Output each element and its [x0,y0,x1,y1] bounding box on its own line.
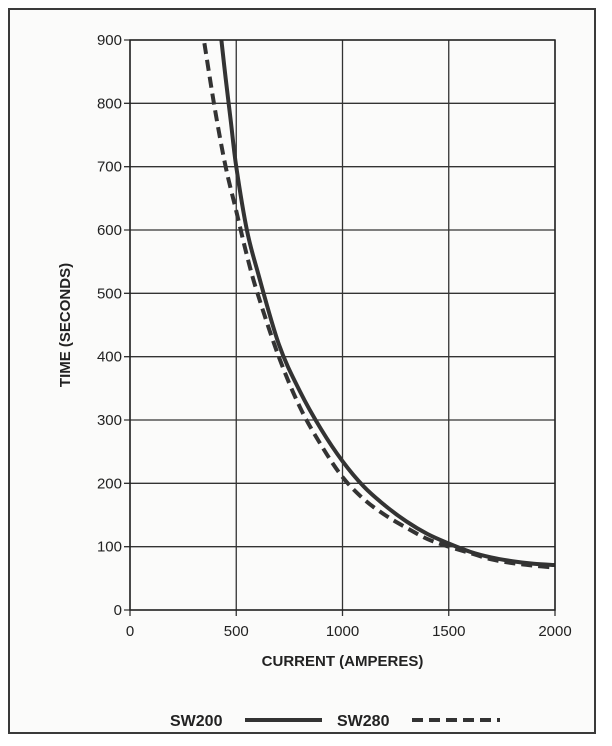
series-line-sw280 [202,42,556,570]
y-tick-label: 400 [97,349,122,366]
y-tick-label: 100 [97,539,122,556]
legend-label-sw200: SW200 [170,713,223,730]
plot-border [129,39,556,611]
x-tick-label: 500 [224,623,249,640]
grid-lines [124,39,556,616]
x-tick-label: 1500 [432,623,465,640]
x-tick-label: 1000 [326,623,359,640]
x-tick-label: 2000 [538,623,571,640]
series-line-sw200 [219,39,556,568]
chart-frame: 0 500 1000 1500 2000 0 100 200 300 400 500 600 700 80… [8,8,596,734]
tick-labels: 0 500 1000 1500 2000 0 100 200 300 400 500 600 700 80… [97,32,572,640]
y-tick-label: 500 [97,285,122,302]
series-lines [202,39,556,570]
legend: SW200 SW280 [170,713,500,730]
y-tick-label: 600 [97,222,122,239]
legend-label-sw280: SW280 [337,713,390,730]
y-tick-label: 0 [114,602,122,619]
x-tick-label: 0 [126,623,134,640]
y-tick-label: 300 [97,412,122,429]
y-tick-label: 700 [97,159,122,176]
chart: 0 500 1000 1500 2000 0 100 200 300 400 500 600 700 80… [57,32,572,730]
y-tick-label: 900 [97,32,122,49]
y-axis-title: TIME (SECONDS) [57,263,74,387]
x-axis-title: CURRENT (AMPERES) [262,653,424,670]
y-tick-label: 800 [97,95,122,112]
y-tick-label: 200 [97,475,122,492]
